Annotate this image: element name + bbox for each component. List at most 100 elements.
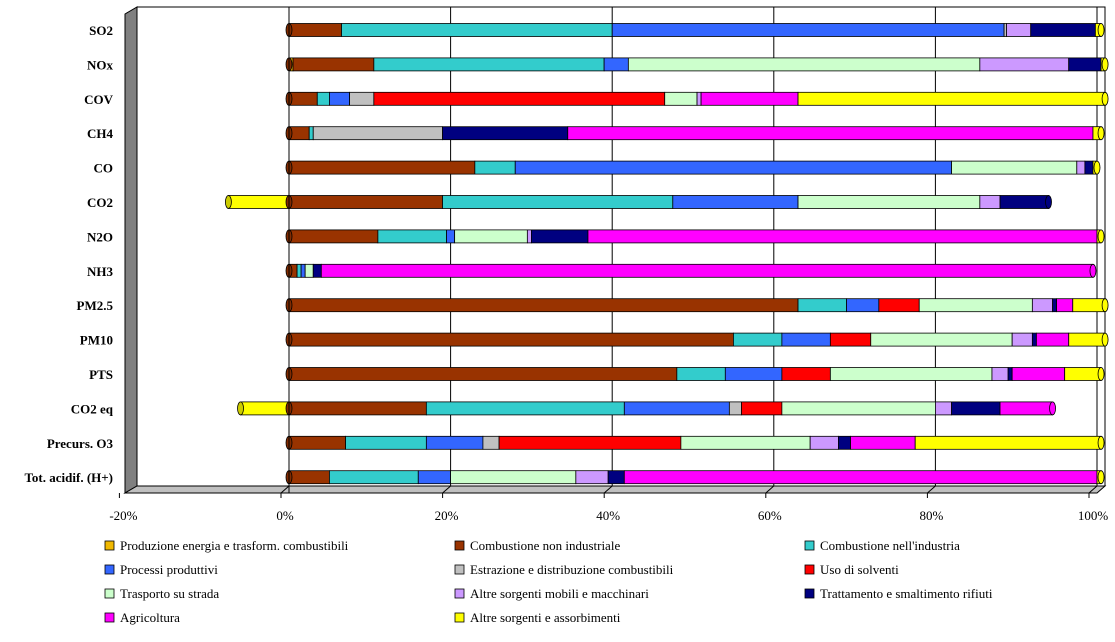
legend-item: Altre sorgenti mobili e macchinari <box>454 586 649 601</box>
bar-segment <box>700 91 799 106</box>
legend-item: Produzione energia e trasform. combustib… <box>104 538 349 553</box>
bar-segment <box>627 57 981 72</box>
bar-segment <box>227 195 290 209</box>
bar-segment <box>288 91 318 106</box>
bar-segment <box>809 435 839 450</box>
bar-segment <box>1056 298 1074 313</box>
bar-segment <box>999 195 1049 209</box>
bar-segment <box>442 195 674 209</box>
bar-segment <box>1084 160 1094 175</box>
bar-segment <box>328 470 419 485</box>
category-label: NOx <box>87 57 114 72</box>
bar-segment <box>349 91 375 106</box>
bar-segment <box>288 298 799 313</box>
bar-end-cap <box>1101 298 1109 313</box>
bar-segment <box>829 332 872 347</box>
bar-segment <box>1076 160 1086 175</box>
bar-segment <box>1011 332 1033 347</box>
legend-swatch <box>104 588 115 599</box>
bar-segment <box>724 367 783 381</box>
legend-swatch <box>454 540 465 551</box>
bar-segment <box>733 332 783 347</box>
legend-swatch <box>104 612 115 623</box>
bar-segment <box>587 229 1098 244</box>
legend-label: Processi produttivi <box>120 562 218 577</box>
bar-segment <box>797 298 847 313</box>
bar-segment <box>454 229 528 244</box>
category-label: SO2 <box>89 23 113 38</box>
bar-row-6 <box>285 229 1105 244</box>
bar-segment <box>341 23 613 37</box>
category-label: CH4 <box>87 126 114 141</box>
bar-segment <box>611 23 1005 37</box>
bar-row-5 <box>224 195 1052 209</box>
bar-segment <box>829 367 993 381</box>
x-tick-label: -20% <box>109 508 137 523</box>
legend-item: Agricoltura <box>104 610 180 625</box>
legend-swatch <box>454 588 465 599</box>
bar-segment <box>300 263 306 278</box>
bar-segment <box>1007 367 1013 381</box>
legend-label: Altre sorgenti mobili e macchinari <box>470 586 649 601</box>
bar-segment <box>935 401 952 416</box>
x-tick-label: 100% <box>1078 508 1109 523</box>
bar-row-1 <box>285 57 1109 72</box>
bar-segment <box>680 435 811 450</box>
bar-segment <box>1011 367 1066 381</box>
bar-segment <box>288 160 476 175</box>
axes: SO2 NOx COV CH4 CO CO2 N2O NH3 PM2.5 PM10 PTS CO2 e… <box>24 7 1108 523</box>
bar-segment <box>914 435 1102 450</box>
category-label: N2O <box>87 229 113 244</box>
bar-end-cap <box>1101 332 1109 347</box>
bar-segment <box>1064 367 1102 381</box>
bar-segment <box>482 435 500 450</box>
bar-segment <box>450 470 577 485</box>
x-tick-label: 40% <box>596 508 620 523</box>
bar-end-cap <box>1097 367 1105 381</box>
bar-segment <box>979 195 1001 209</box>
bar-segment <box>446 229 456 244</box>
legend-label: Uso di solventi <box>820 562 899 577</box>
bar-segment <box>999 401 1053 416</box>
bar-segment <box>728 401 742 416</box>
side-wall <box>124 6 138 494</box>
bar-segment <box>878 298 920 313</box>
bar-end-cap <box>1093 160 1101 175</box>
bar-segment <box>514 160 952 175</box>
category-label: NH3 <box>87 264 114 279</box>
bar-segment <box>425 401 625 416</box>
bar-segment <box>240 401 290 416</box>
gridline-floor <box>442 485 451 494</box>
bar-segment <box>607 470 625 485</box>
legend-label: Agricoltura <box>120 610 180 625</box>
bar-segment <box>1068 57 1102 72</box>
legend: Produzione energia e trasform. combustib… <box>104 538 993 625</box>
bar-row-12 <box>285 435 1105 450</box>
category-label: CO2 <box>87 195 113 210</box>
bar-segment <box>797 91 1106 106</box>
legend-swatch <box>804 564 815 575</box>
bar-segment <box>846 298 880 313</box>
legend-item: Combustione non industriale <box>454 538 620 553</box>
bar-end-cap <box>1045 195 1052 209</box>
legend-swatch <box>804 588 815 599</box>
bar-segment <box>312 263 322 278</box>
bar-segment <box>1006 23 1032 37</box>
bar-segment <box>308 126 314 141</box>
bar-segment <box>850 435 916 450</box>
bar-segment <box>575 470 609 485</box>
bar-segment <box>1030 23 1096 37</box>
bar-end-cap <box>1097 229 1105 244</box>
legend-label: Trattamento e smaltimento rifiuti <box>820 586 993 601</box>
bar-segment <box>474 160 516 175</box>
bar-segment <box>296 263 302 278</box>
bar-segment <box>672 195 799 209</box>
bar-segment <box>288 401 427 416</box>
bar-segment <box>797 195 981 209</box>
bar-segment <box>498 435 682 450</box>
bar-row-10 <box>285 367 1105 381</box>
bar-row-2 <box>285 91 1109 106</box>
bar-segment <box>838 435 851 450</box>
